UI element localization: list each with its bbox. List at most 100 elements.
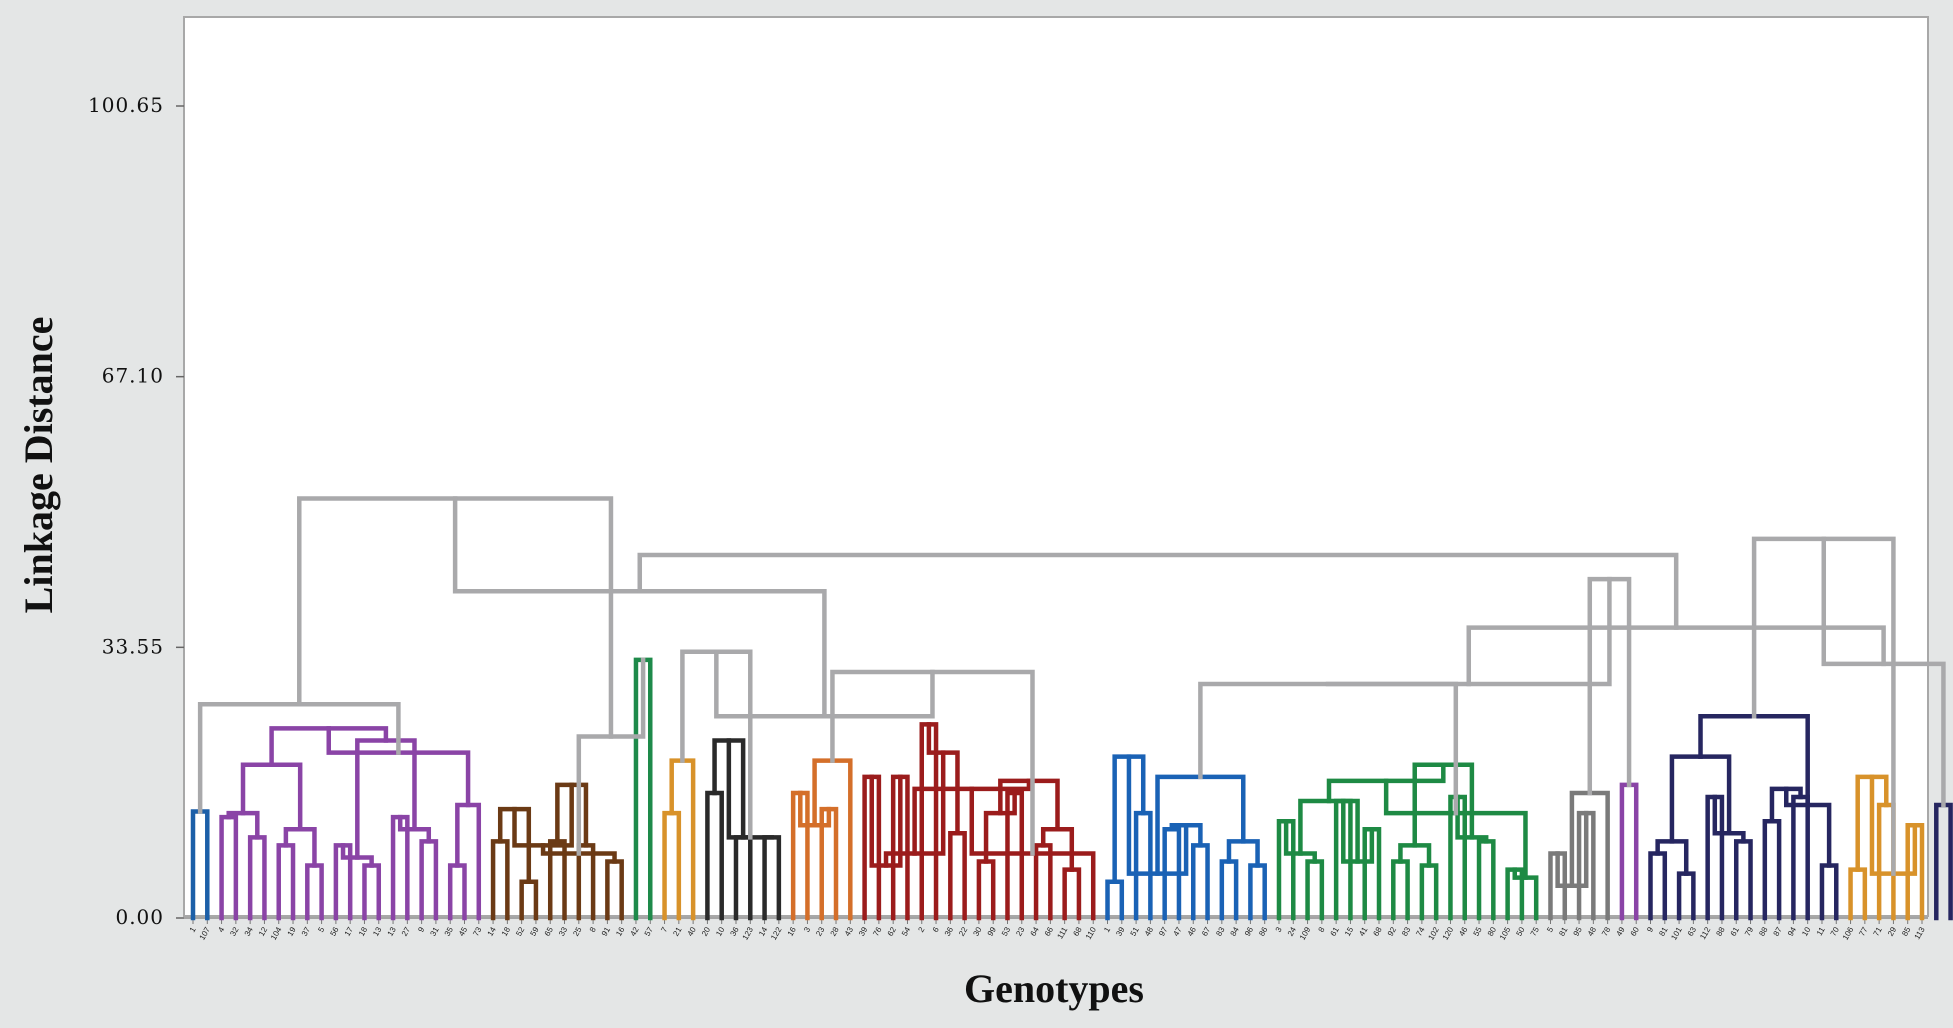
leaf-label: 45 [457, 925, 470, 938]
leaf-label: 10 [714, 925, 727, 938]
leaf-label: 39 [1114, 925, 1127, 938]
y-tick-label: 100.65 [88, 93, 164, 117]
leaf-label: 53 [1000, 925, 1013, 938]
leaf-label: 59 [528, 925, 541, 938]
leaf-label: 76 [871, 925, 884, 938]
leaf-label: 8 [1317, 925, 1327, 934]
leaf-label: 81 [1557, 925, 1570, 938]
leaf-label: 63 [1686, 925, 1699, 938]
leaf-label: 34 [243, 925, 256, 938]
leaf-label: 50 [1514, 925, 1527, 938]
leaf-label: 48 [1586, 925, 1599, 938]
leaf-label: 85 [1900, 925, 1913, 938]
leaf-label: 77 [1857, 925, 1870, 938]
leaf-label: 122 [769, 925, 784, 942]
leaf-label: 64 [1029, 925, 1042, 938]
leaf-label: 9 [416, 925, 426, 934]
leaf-label: 18 [500, 925, 513, 938]
leaf-label: 91 [600, 925, 613, 938]
leaf-label: 54 [900, 925, 913, 938]
leaf-label: 30 [971, 925, 984, 938]
leaf-label: 24 [1286, 925, 1299, 938]
leaf-label: 71 [1872, 925, 1885, 938]
leaf-label: 73 [471, 925, 484, 938]
y-tick-label: 33.55 [102, 634, 164, 658]
leaf-label: 19 [286, 925, 299, 938]
leaf-label: 43 [843, 925, 856, 938]
leaf-label: 3 [802, 925, 812, 934]
dendrogram-links [190, 496, 1953, 921]
y-tick-label: 67.10 [102, 364, 164, 388]
leaf-label: 83 [1214, 925, 1227, 938]
leaf-label: 84 [1229, 925, 1242, 938]
leaf-label: 47 [1171, 925, 1184, 938]
leaf-label: 94 [1786, 925, 1799, 938]
leaf-label: 4 [216, 925, 226, 934]
leaf-label: 57 [643, 925, 656, 938]
leaf-label: 112 [1698, 925, 1712, 941]
leaf-label: 101 [1669, 925, 1684, 942]
leaf-label: 48 [1143, 925, 1156, 938]
leaf-label: 36 [728, 925, 741, 938]
leaf-label: 102 [1426, 925, 1441, 942]
leaf-label: 60 [1629, 925, 1642, 938]
leaf-label: 32 [228, 925, 241, 938]
plot-area [183, 16, 1929, 917]
leaf-label: 97 [1157, 925, 1170, 938]
leaf-label: 61 [1329, 925, 1342, 938]
leaf-label: 92 [1386, 925, 1399, 938]
leaf-label: 105 [1498, 925, 1513, 942]
leaf-label: 28 [829, 925, 842, 938]
leaf-label: 110 [1084, 925, 1098, 941]
leaf-label: 107 [198, 925, 213, 942]
leaf-label: 27 [400, 925, 413, 938]
leaf-label: 25 [571, 925, 584, 938]
leaf-label: 12 [257, 925, 270, 938]
leaf-label: 1 [1102, 925, 1112, 934]
leaf-label: 23 [1014, 925, 1027, 938]
leaf-label: 111 [1055, 925, 1069, 941]
leaf-label: 70 [1829, 925, 1842, 938]
leaf-label: 74 [1414, 925, 1427, 938]
leaf-label: 106 [1841, 925, 1856, 942]
leaf-label: 21 [671, 925, 684, 938]
leaf-label: 33 [557, 925, 570, 938]
leaf-label: 10 [1800, 925, 1813, 938]
leaf-label: 2 [916, 925, 926, 934]
leaf-label: 15 [1343, 925, 1356, 938]
leaf-label: 3 [1274, 925, 1284, 934]
dendrogram-link [726, 738, 774, 840]
x-axis-title: Genotypes [964, 966, 1144, 1011]
dendrogram-link [1934, 802, 1953, 921]
leaf-label: 88 [1757, 925, 1770, 938]
leaf-label: 5 [316, 925, 326, 934]
leaf-label: 46 [1186, 925, 1199, 938]
leaf-label: 78 [1600, 925, 1613, 938]
leaf-label: 66 [1043, 925, 1056, 938]
leaf-label: 13 [371, 925, 384, 938]
leaf-label: 16 [614, 925, 627, 938]
leaf-label: 1 [188, 925, 198, 934]
leaf-label: 6 [931, 925, 941, 934]
leaf-label: 9 [1645, 925, 1655, 934]
leaf-label: 83 [1400, 925, 1413, 938]
leaf-label: 22 [957, 925, 970, 938]
leaf-label: 36 [943, 925, 956, 938]
leaf-label: 123 [741, 925, 756, 942]
leaf-label: 81 [1657, 925, 1670, 938]
leaf-label: 11 [1815, 925, 1827, 937]
leaf-label: 87 [1772, 925, 1785, 938]
dendrogram-merge-link [637, 552, 1679, 630]
leaf-label: 56 [328, 925, 341, 938]
leaf-label: 104 [269, 925, 284, 942]
leaf-label: 120 [1441, 925, 1456, 942]
leaf-label: 68 [1071, 925, 1084, 938]
leaf-label: 40 [686, 925, 699, 938]
leaf-label: 5 [1545, 925, 1555, 934]
leaf-label: 7 [659, 925, 669, 934]
leaf-label: 61 [1729, 925, 1742, 938]
dendrogram-merge-link [1325, 576, 1612, 687]
leaf-label: 55 [1472, 925, 1485, 938]
leaf-label: 17 [343, 925, 356, 938]
